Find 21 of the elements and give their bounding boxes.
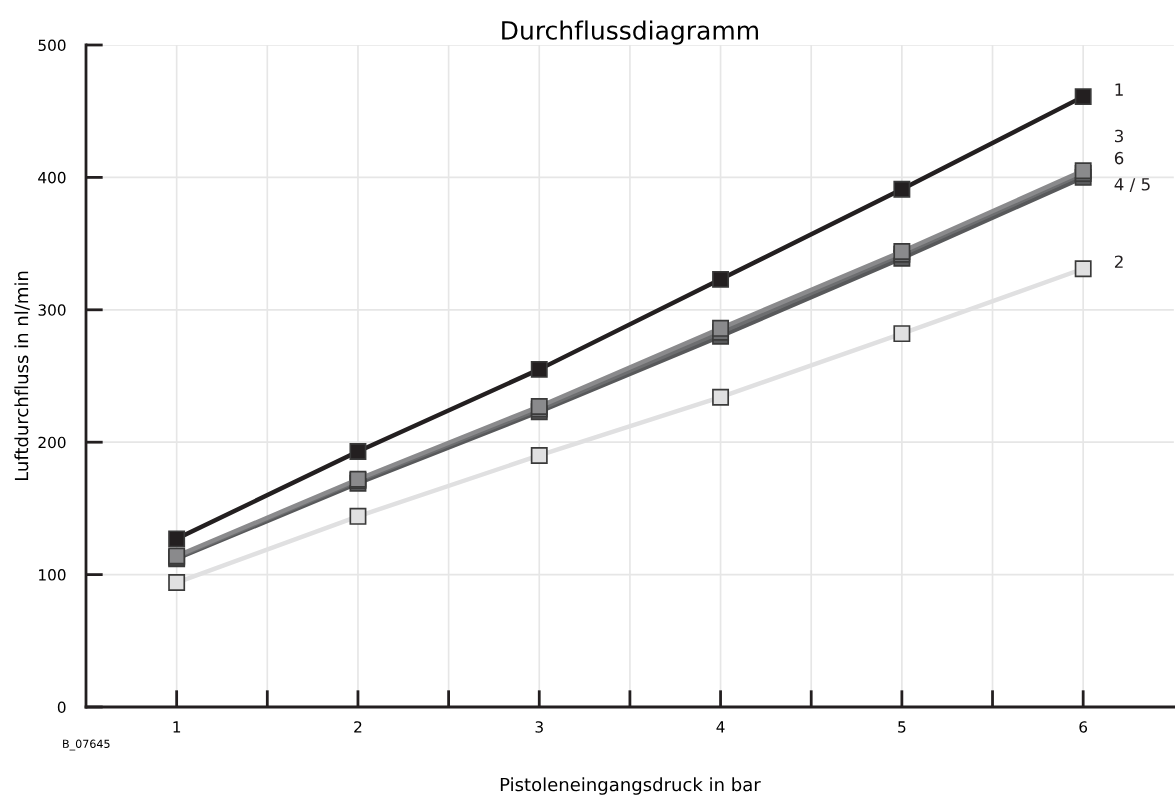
y-tick-label: 100: [39, 569, 66, 581]
chart-title: Durchflussdiagramm: [502, 20, 758, 45]
series-label: 6: [1114, 151, 1124, 165]
x-tick-label: 1: [173, 721, 181, 733]
series-label: 4 / 5: [1114, 178, 1150, 192]
text: B_07645: [63, 739, 110, 751]
y-axis-title: Luftdurchfluss in nl/min: [14, 271, 30, 481]
y-tick-label: 300: [38, 304, 66, 316]
series-label: 3: [1115, 129, 1123, 143]
x-tick-label: 2: [354, 721, 362, 733]
x-tick-label: 3: [535, 721, 543, 733]
y-tick-label: 400: [38, 171, 66, 184]
y-tick-label: 500: [38, 39, 66, 52]
x-tick-label: 4: [716, 721, 725, 733]
series-label: 2: [1114, 255, 1123, 268]
y-tick-label: 0: [57, 701, 66, 714]
x-axis-title: Pistoleneingangsdruck in bar: [500, 777, 761, 795]
series-label: 1: [1115, 83, 1123, 96]
x-tick-label: 6: [1079, 721, 1088, 733]
y-tick-label: 200: [38, 436, 66, 449]
x-tick-label: 5: [898, 721, 906, 733]
